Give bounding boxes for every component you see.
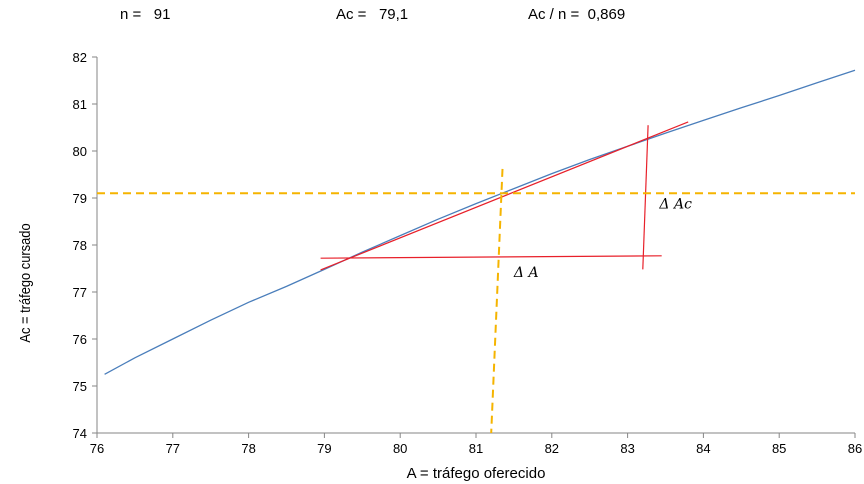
x-axis-label: A = tráfego oferecido xyxy=(407,465,546,482)
x-tick-label: 84 xyxy=(696,441,710,456)
header-ac-label: Ac = xyxy=(336,6,367,23)
tangent-line xyxy=(642,125,649,270)
chart-axes xyxy=(92,56,856,438)
annotation-label: Δ A xyxy=(513,265,539,281)
y-tick-label: 82 xyxy=(73,50,87,65)
x-tick-label: 86 xyxy=(848,441,862,456)
x-tick-label: 83 xyxy=(620,441,634,456)
header-n-label: n = xyxy=(120,6,142,23)
x-tick-label: 85 xyxy=(772,441,786,456)
y-tick-label: 78 xyxy=(73,238,87,253)
x-tick-label: 79 xyxy=(317,441,331,456)
guide-line xyxy=(490,168,504,434)
chart-series xyxy=(97,69,856,434)
header-ac-value: 79,1 xyxy=(378,6,409,23)
y-tick-label: 77 xyxy=(73,285,87,300)
y-tick-labels: 74 75 76 77 78 79 80 81 82 xyxy=(73,50,87,441)
y-axis-label: Ac = tráfego cursado xyxy=(16,223,33,342)
y-tick-label: 74 xyxy=(73,426,87,441)
header-ratio: Ac / n = 0,869 xyxy=(528,6,625,23)
y-tick-label: 81 xyxy=(73,97,87,112)
x-tick-label: 78 xyxy=(241,441,255,456)
x-tick-label: 82 xyxy=(545,441,559,456)
header-ratio-label: Ac / n = xyxy=(528,6,580,23)
x-tick-label: 77 xyxy=(166,441,180,456)
y-tick-label: 75 xyxy=(73,379,87,394)
header-ratio-value: 0,869 xyxy=(587,6,626,23)
curve-line xyxy=(104,69,856,375)
x-tick-label: 76 xyxy=(90,441,104,456)
header-ac: Ac = 79,1 xyxy=(336,6,408,23)
y-tick-label: 80 xyxy=(73,144,87,159)
y-tick-label: 76 xyxy=(73,332,87,347)
chart-annotations: Δ Ac Δ A xyxy=(513,196,692,281)
y-tick-label: 79 xyxy=(73,191,87,206)
header-n: n = 91 xyxy=(120,6,170,23)
x-tick-label: 81 xyxy=(469,441,483,456)
x-tick-labels: 76 77 78 79 80 81 82 83 84 85 86 xyxy=(90,441,862,456)
tangent-line xyxy=(320,255,662,259)
annotation-label: Δ Ac xyxy=(658,196,692,212)
header-n-value: 91 xyxy=(153,6,171,23)
tangent-line xyxy=(320,121,689,271)
x-tick-label: 80 xyxy=(393,441,407,456)
